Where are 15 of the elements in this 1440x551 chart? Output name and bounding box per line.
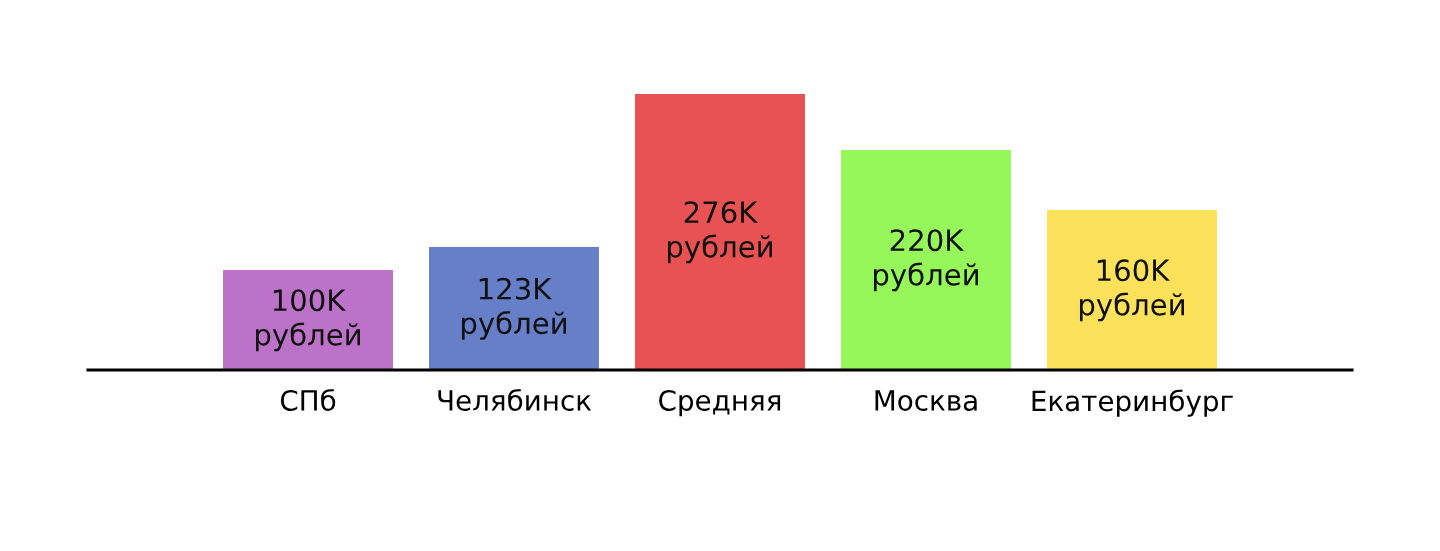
data-label: 100K рублей [256,289,360,352]
data-label: 220K рублей [873,229,978,292]
x-tick-label: СПб [280,388,336,411]
bar [1047,210,1217,370]
x-tick-label: Москва [875,390,977,411]
bar [429,247,599,370]
bar [223,270,393,370]
data-label: 160K рублей [1079,259,1184,322]
bar [841,150,1011,370]
x-tick-label: Средняя [659,389,781,417]
x-tick-label: Екатеринбург [1032,389,1233,417]
x-tick-label: Челябинск [438,388,592,411]
data-label: 123K рублей [461,277,566,340]
bar [635,94,805,370]
data-label: 276K рублей [667,201,772,264]
